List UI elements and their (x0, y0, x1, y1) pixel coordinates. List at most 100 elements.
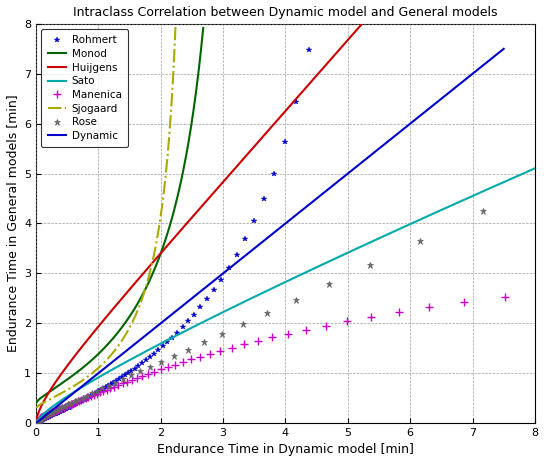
Rose (48, 410, 55, 415)
Line: Sjogaard: Sjogaard (36, 27, 176, 407)
Rose (112, 380, 119, 385)
Rose (326, 281, 333, 287)
Monod (200, 25, 207, 30)
Rose (38, 416, 45, 421)
Huijgens (36, 408, 42, 414)
Rose (71, 399, 78, 404)
Rose (65, 401, 71, 407)
Rose (292, 298, 299, 303)
Rose (52, 408, 59, 413)
Rose (42, 413, 49, 419)
Rose (45, 412, 52, 417)
Huijgens (97, 321, 104, 327)
Rose (147, 364, 153, 370)
Huijgens (358, 22, 364, 28)
Sato (33, 419, 40, 425)
Sato (44, 408, 50, 414)
Rose (75, 397, 82, 402)
Rohmert (86, 394, 92, 400)
Rose (239, 322, 246, 327)
Sato (37, 414, 44, 420)
Rose (367, 262, 373, 268)
Rohmert (116, 377, 122, 382)
Manenica (124, 379, 131, 384)
X-axis label: Endurance Time in Dynamic model [min]: Endurance Time in Dynamic model [min] (157, 444, 414, 456)
Rose (417, 238, 423, 244)
Rohmert (51, 412, 58, 417)
Monod (49, 387, 55, 392)
Manenica (36, 415, 43, 421)
Sato (531, 166, 537, 171)
Line: Manenica: Manenica (35, 293, 509, 422)
Manenica (197, 354, 203, 359)
Rose (120, 377, 126, 382)
Rose (44, 413, 50, 418)
Rohmert (113, 378, 120, 384)
Rose (94, 388, 100, 394)
Rose (39, 415, 45, 421)
Sjogaard (67, 385, 74, 390)
Rose (170, 353, 177, 359)
Monod (47, 388, 54, 394)
Sato (43, 409, 50, 414)
Rohmert (34, 419, 40, 425)
Sjogaard (33, 405, 40, 410)
Monod (60, 380, 66, 385)
Rohmert (43, 415, 50, 421)
Legend: Rohmert, Monod, Huijgens, Sato, Manenica, Sjogaard, Rose, Dynamic: Rohmert, Monod, Huijgens, Sato, Manenica… (41, 29, 128, 147)
Sato (505, 177, 512, 183)
Manenica (502, 294, 508, 300)
Rose (59, 404, 66, 410)
Huijgens (148, 261, 154, 267)
Rohmert (191, 312, 197, 317)
Rose (184, 347, 191, 353)
Manenica (103, 387, 110, 392)
Rose (54, 407, 61, 413)
Rose (62, 403, 69, 408)
Y-axis label: Endurance Time in General models [min]: Endurance Time in General models [min] (5, 95, 18, 352)
Rose (128, 373, 134, 378)
Rose (37, 416, 44, 422)
Rose (57, 406, 63, 411)
Manenica (129, 377, 135, 383)
Monod (33, 400, 40, 406)
Rose (50, 409, 57, 414)
Rose (34, 419, 40, 425)
Huijgens (218, 182, 224, 187)
Rose (480, 208, 486, 214)
Rose (35, 418, 42, 423)
Rose (88, 390, 95, 396)
Title: Intraclass Correlation between Dynamic model and General models: Intraclass Correlation between Dynamic m… (73, 6, 498, 18)
Rose (79, 395, 86, 401)
Rose (201, 340, 207, 345)
Manenica (97, 389, 103, 395)
Sjogaard (101, 359, 108, 365)
Sato (520, 170, 527, 176)
Sato (263, 289, 269, 294)
Sjogaard (71, 383, 78, 389)
Rose (264, 310, 270, 316)
Rose (68, 400, 75, 406)
Rose (41, 414, 47, 419)
Rose (84, 393, 90, 398)
Rose (158, 359, 164, 365)
Sjogaard (128, 322, 134, 327)
Line: Sato: Sato (36, 169, 534, 422)
Manenica (73, 399, 80, 405)
Monod (63, 377, 69, 383)
Line: Huijgens: Huijgens (36, 25, 361, 421)
Monod (51, 386, 57, 392)
Rose (34, 419, 41, 424)
Sjogaard (100, 361, 106, 367)
Sjogaard (172, 24, 179, 30)
Monod (36, 396, 43, 401)
Line: Rose: Rose (34, 208, 486, 425)
Rohmert (305, 47, 312, 53)
Rose (219, 331, 225, 337)
Line: Rohmert: Rohmert (34, 47, 312, 425)
Rose (47, 411, 53, 416)
Huijgens (33, 418, 40, 424)
Rose (40, 414, 46, 420)
Huijgens (91, 328, 98, 334)
Huijgens (35, 409, 42, 414)
